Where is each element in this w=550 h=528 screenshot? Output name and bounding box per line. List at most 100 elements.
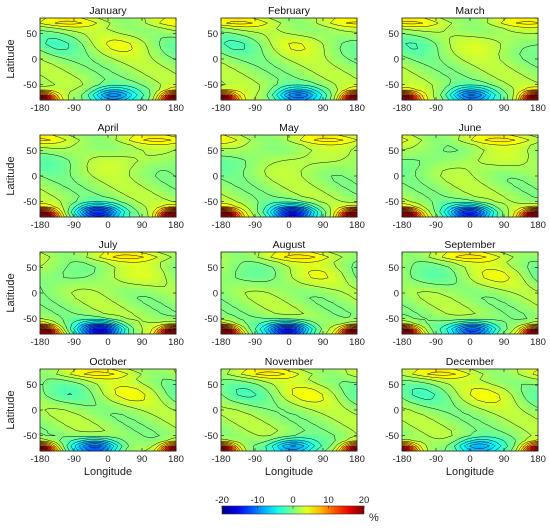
- heatmap-cell: [345, 303, 350, 309]
- heatmap-cell: [326, 140, 332, 146]
- heatmap-cell: [247, 282, 252, 289]
- heatmap-cell: [281, 48, 286, 55]
- heatmap-cell: [224, 267, 230, 274]
- heatmap-cell: [224, 18, 230, 24]
- heatmap-cell: [160, 176, 166, 182]
- heatmap-cell: [164, 74, 169, 81]
- y-tick-label: -50: [204, 314, 218, 325]
- heatmap-cell: [296, 84, 301, 91]
- heatmap-cell: [522, 74, 528, 81]
- y-tick-label: 50: [207, 146, 218, 157]
- heatmap-cell: [157, 53, 162, 60]
- heatmap-cell: [466, 74, 471, 81]
- heatmap-cell: [77, 287, 83, 294]
- heatmap-cell: [451, 191, 456, 198]
- heatmap-cell: [130, 48, 135, 55]
- heatmap-cell: [255, 79, 260, 86]
- heatmap-cell: [130, 74, 135, 81]
- heatmap-cell: [447, 79, 452, 86]
- heatmap-cell: [300, 64, 305, 70]
- heatmap-cell: [85, 150, 90, 157]
- heatmap-cell: [277, 323, 282, 330]
- heatmap-cell: [273, 196, 279, 203]
- heatmap-cell: [296, 201, 301, 208]
- heatmap-cell: [285, 33, 290, 40]
- heatmap-cell: [40, 28, 45, 34]
- heatmap-cell: [496, 79, 501, 86]
- heatmap-cell: [270, 160, 275, 167]
- heatmap-cell: [251, 201, 256, 208]
- heatmap-cell: [123, 79, 128, 86]
- heatmap-cell: [111, 53, 117, 60]
- heatmap-cell: [142, 79, 147, 86]
- heatmap-cell: [123, 23, 128, 29]
- heatmap-cell: [500, 140, 505, 146]
- heatmap-cell: [236, 23, 241, 29]
- heatmap-cell: [239, 89, 245, 96]
- heatmap-cell: [236, 59, 241, 65]
- heatmap-cell: [507, 191, 513, 198]
- heatmap-cell: [300, 303, 305, 309]
- heatmap-cell: [341, 94, 347, 101]
- heatmap-cell: [130, 140, 135, 146]
- heatmap-cell: [273, 89, 279, 96]
- heatmap-cell: [157, 150, 162, 157]
- heatmap-cell: [451, 84, 456, 91]
- heatmap-cell: [247, 38, 252, 45]
- heatmap-cell: [243, 328, 248, 335]
- contour-level: [39, 95, 177, 101]
- heatmap-cell: [289, 201, 294, 208]
- heatmap-cell: [62, 257, 67, 263]
- heatmap-cell: [258, 28, 264, 34]
- heatmap-cell: [311, 201, 316, 208]
- heatmap-cell: [289, 94, 294, 101]
- heatmap-cell: [334, 303, 339, 309]
- heatmap-cell: [232, 186, 237, 192]
- heatmap-cell: [168, 155, 173, 162]
- heatmap-cell: [153, 18, 158, 24]
- heatmap-cell: [466, 211, 471, 218]
- heatmap-cell: [345, 267, 350, 274]
- heatmap-cell: [447, 196, 452, 203]
- heatmap-cell: [160, 74, 166, 81]
- heatmap-cell: [500, 18, 505, 24]
- heatmap-cell: [447, 18, 452, 24]
- heatmap-cell: [341, 262, 347, 268]
- heatmap-cell: [74, 257, 79, 263]
- heatmap-cell: [413, 160, 418, 167]
- heatmap-cell: [247, 262, 252, 268]
- heatmap-cell: [345, 33, 350, 40]
- heatmap-cell: [92, 33, 98, 40]
- heatmap-cell: [315, 277, 320, 284]
- heatmap-cell: [409, 64, 414, 70]
- heatmap-cell: [311, 186, 316, 192]
- heatmap-cell: [292, 160, 298, 167]
- heatmap-cell: [70, 84, 75, 91]
- heatmap-cell: [85, 140, 90, 146]
- heatmap-cell: [115, 272, 120, 279]
- heatmap-cell: [500, 170, 505, 177]
- heatmap-cell: [349, 272, 354, 279]
- heatmap-cell: [526, 38, 531, 45]
- heatmap-cell: [100, 262, 105, 268]
- heatmap-cell: [326, 94, 332, 101]
- heatmap-cell: [55, 89, 60, 96]
- heatmap-cell: [228, 84, 233, 91]
- heatmap-cell: [338, 318, 343, 325]
- heatmap-cell: [221, 59, 226, 65]
- heatmap-cell: [500, 196, 505, 203]
- heatmap-cell: [70, 298, 75, 304]
- heatmap-cell: [473, 181, 479, 187]
- heatmap-cell: [420, 89, 426, 96]
- heatmap-cell: [466, 53, 471, 60]
- heatmap-cell: [262, 74, 267, 81]
- heatmap-cell: [92, 59, 98, 65]
- heatmap-cell: [451, 140, 456, 146]
- heatmap-cell: [311, 196, 316, 203]
- heatmap-cell: [123, 18, 128, 24]
- heatmap-cell: [534, 191, 539, 198]
- heatmap-cell: [74, 252, 79, 258]
- heatmap-cell: [236, 191, 241, 198]
- heatmap-cell: [74, 53, 79, 60]
- panel-title: August: [273, 239, 306, 251]
